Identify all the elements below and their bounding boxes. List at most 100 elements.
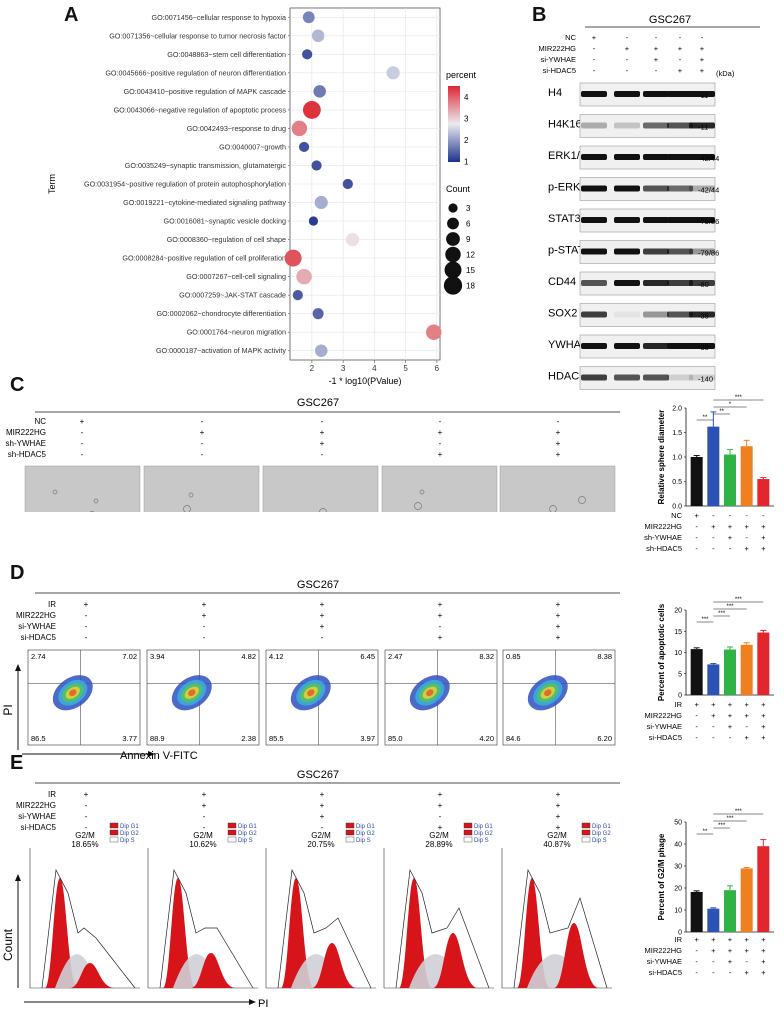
term-label: GO:0008284~positive regulation of cell p… [122,254,286,263]
bar-row-label: si-YWHAE [647,957,682,966]
sphere-sign: + [556,450,561,459]
bar-mark [740,446,753,506]
flow-sign: + [556,633,561,642]
sphere-body [578,496,586,504]
term-label: GO:0045666~positive regulation of neuron… [105,68,286,77]
blot-band [643,343,669,349]
count-legend-dot [448,203,458,213]
blot-sign: - [655,66,658,75]
cycle-legend-label: Dip G1 [474,824,493,830]
histogram-outline [277,868,372,989]
bar-y-tick-label: 5 [678,671,682,678]
bar-row-sign: - [712,968,715,977]
flow-x-label: Annexin V-FITC [120,750,198,760]
bar-y-tick-label: 0.0 [672,504,682,511]
blot-band [581,185,607,192]
bar-row-sign: - [695,968,698,977]
quadrant-lr-value: 6.20 [597,734,612,743]
cycle-sign: - [85,823,88,832]
bar-mark [690,649,703,695]
cycle-sign: + [84,790,89,799]
sphere-sign: - [201,450,204,459]
term-label: GO:0008360~regulation of cell shape [167,235,286,244]
blot-band [614,374,640,381]
bar-y-tick-label: 30 [674,864,682,871]
blot-band [689,311,715,318]
quadrant-ul-value: 3.94 [150,652,165,661]
count-tick-label: 6 [466,220,471,229]
cycle-legend-label: Dip G1 [356,824,375,830]
bar-row-label: NC [671,511,682,520]
panel-e-cell-cycle: GSC267 IR + + + + + MIR222HG - + + + + si-YWHAE - - + - + s… [1,769,620,1010]
flow-row-label: si-HDAC5 [20,633,56,642]
bar-row-sign: + [761,946,766,955]
bar-row-sign: + [728,935,733,944]
blot-band [614,217,640,223]
bar-row-sign: + [761,935,766,944]
cycle-row-label: si-HDAC5 [20,823,56,832]
flow-sign: + [438,633,443,642]
bar-mark [757,846,770,932]
panel-a-bubble-plot: GO:0071456~cellular response to hypoxia G… [47,7,477,386]
blot-band [689,343,715,349]
cycle-sign: - [439,812,442,821]
sphere-body [89,511,95,512]
blot-band [614,91,640,97]
quadrant-ur-value: 6.45 [360,652,375,661]
cycle-legend-label: Dip G2 [238,831,257,837]
flow-density [188,689,196,697]
bar-row-sign: - [729,968,732,977]
bar-row-sign: + [744,935,749,944]
bar-row-sign: - [695,711,698,720]
sig-stars: *** [726,816,734,822]
blot-band [667,185,693,192]
blot-band [643,122,669,129]
g2-peak [191,953,236,988]
blot-protein-label: YWHAE [548,339,588,351]
bar-row-sign: + [728,711,733,720]
cycle-legend-swatch [345,829,355,836]
bar-row-sign: - [695,733,698,742]
cycle-legend-label: Dip G2 [474,831,493,837]
histogram-outline [513,868,608,989]
blot-band [581,280,607,286]
g2-peak [554,923,599,988]
flow-sign: + [556,611,561,620]
term-label: GO:0007267~cell-cell signaling [186,272,286,281]
bar-row-sign: + [761,711,766,720]
sphere-sign: - [439,417,442,426]
blot-title: GSC267 [649,14,691,26]
x-arrowhead [249,999,256,1005]
sphere-sign: + [80,417,85,426]
cycle-legend-label: Dip S [120,838,135,844]
x-arrowhead [148,751,155,757]
sphere-sign: + [556,428,561,437]
cycle-legend-swatch [463,822,473,829]
flow-sign: + [84,600,89,609]
bar-row-sign: - [712,511,715,520]
bar-mark [690,891,703,932]
bar-row-sign: - [762,511,765,520]
count-tick-label: 9 [466,235,471,244]
bar-row-sign: - [712,544,715,553]
cycle-sign: + [438,823,443,832]
sphere-sign: - [81,450,84,459]
sphere-sign: + [438,450,443,459]
cycle-row-label: si-YWHAE [18,812,56,821]
bar-y-tick-label: 50 [674,820,682,827]
cycle-sign: + [202,790,207,799]
bubble-point [312,308,324,320]
blot-band [581,217,607,223]
cycle-y-label: Count [1,928,15,961]
flow-sign: - [85,611,88,620]
flow-sign: - [439,622,442,631]
cycle-legend-label: Dip G2 [120,831,139,837]
bar-y-tick-label: 0.5 [672,479,682,486]
term-label: GO:0002062~chondrocyte differentiation [156,309,286,318]
bar-row-sign: + [744,700,749,709]
flow-row-label: si-YWHAE [18,622,56,631]
flow-sign: + [556,622,561,631]
bar-row-sign: - [712,733,715,742]
blot-size-label: -30 [698,343,709,352]
